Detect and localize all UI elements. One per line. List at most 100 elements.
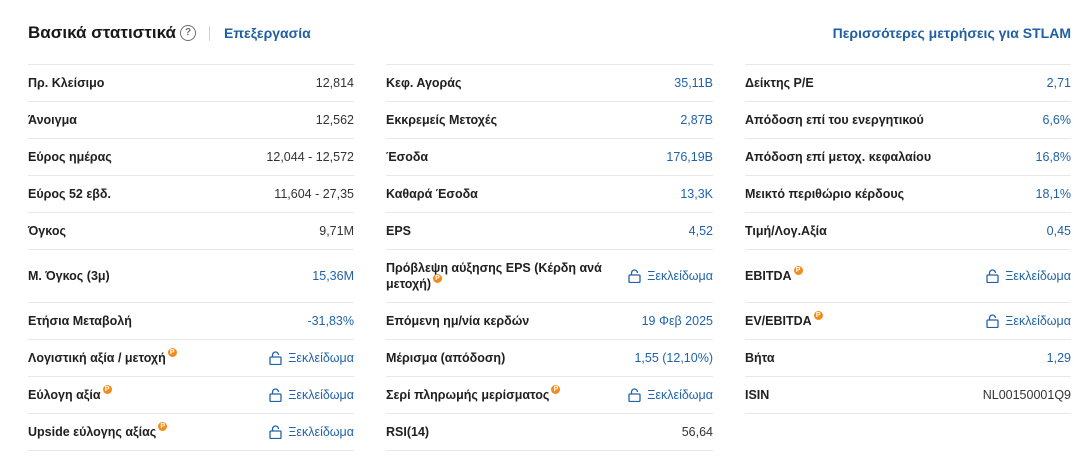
- stat-label-text: Λογιστική αξία / μετοχή: [28, 351, 166, 365]
- stat-row-roe: Απόδοση επί μετοχ. κεφαλαίου 16,8%: [745, 139, 1071, 176]
- stat-label: Upside εύλογης αξίας P: [28, 422, 168, 440]
- stat-row-ebitda: EBITDA P Ξεκλείδωμα: [745, 250, 1071, 303]
- stat-label-text: EV/EBITDA: [745, 314, 812, 328]
- pro-badge-icon: P: [433, 274, 442, 283]
- stat-value: NL00150001Q9: [982, 388, 1071, 402]
- pro-badge-icon: P: [813, 311, 823, 320]
- section-title: Βασικά στατιστικά: [28, 23, 176, 42]
- stat-value[interactable]: 6,6%: [1042, 113, 1072, 127]
- stat-value[interactable]: 35,11B: [674, 76, 713, 90]
- unlock-button[interactable]: Ξεκλείδωμα: [986, 314, 1071, 328]
- stat-value[interactable]: 2,71: [1046, 76, 1071, 90]
- stat-label: Όγκος: [28, 224, 66, 238]
- stat-value[interactable]: 1,29: [1046, 351, 1071, 365]
- stat-label: Βήτα: [745, 351, 775, 365]
- stat-label: Ετήσια Μεταβολή: [28, 314, 132, 328]
- stat-label: Μ. Όγκος (3μ): [28, 269, 110, 283]
- stat-row-pe-ratio: Δείκτης P/E 2,71: [745, 65, 1071, 102]
- stat-value[interactable]: 16,8%: [1035, 150, 1071, 164]
- stat-value: 11,604 - 27,35: [274, 187, 354, 201]
- pro-badge-icon: P: [793, 266, 803, 275]
- stat-value[interactable]: 4,52: [688, 224, 713, 238]
- stat-label: Άνοιγμα: [28, 113, 77, 127]
- stat-label: Πρ. Κλείσιμο: [28, 76, 105, 90]
- stat-value: 56,64: [681, 425, 713, 439]
- unlock-button[interactable]: Ξεκλείδωμα: [628, 388, 713, 402]
- unlock-button[interactable]: Ξεκλείδωμα: [269, 425, 354, 439]
- stat-value: 9,71M: [319, 224, 354, 238]
- stat-row-fair-value-upside: Upside εύλογης αξίας P Ξεκλείδωμα: [28, 414, 354, 451]
- stat-value[interactable]: 19 Φεβ 2025: [641, 314, 713, 328]
- unlock-button[interactable]: Ξεκλείδωμα: [628, 269, 713, 283]
- stat-row-net-income: Καθαρά Έσοδα 13,3K: [386, 176, 713, 213]
- stat-label: Εκκρεμείς Μετοχές: [386, 113, 498, 127]
- stat-value: 12,814: [315, 76, 354, 90]
- stat-label: ISIN: [745, 388, 770, 402]
- stat-label: EV/EBITDA P: [745, 311, 823, 329]
- key-statistics-header: Βασικά στατιστικά ? Επεξεργασία Περισσότ…: [28, 22, 1071, 46]
- unlock-label: Ξεκλείδωμα: [1005, 314, 1071, 328]
- stats-column-1: Πρ. Κλείσιμο 12,814 Άνοιγμα 12,562 Εύρος…: [28, 64, 354, 451]
- stat-label-text: Upside εύλογης αξίας: [28, 425, 157, 439]
- stat-label: Πρόβλεψη αύξησης EPS (Κέρδη ανά μετοχή) P: [386, 260, 608, 292]
- stat-row-avg-volume: Μ. Όγκος (3μ) 15,36M: [28, 250, 354, 303]
- stat-row-52wk-range: Εύρος 52 εβδ. 11,604 - 27,35: [28, 176, 354, 213]
- stat-value[interactable]: 176,19B: [666, 150, 713, 164]
- help-icon[interactable]: ?: [180, 25, 196, 41]
- stat-label: Δείκτης P/E: [745, 76, 814, 90]
- stat-value: 12,044 - 12,572: [266, 150, 354, 164]
- stat-row-roa: Απόδοση επί του ενεργητικού 6,6%: [745, 102, 1071, 139]
- stat-value[interactable]: 0,45: [1046, 224, 1071, 238]
- stat-label: Εύλογη αξία P: [28, 385, 112, 403]
- unlock-icon: [269, 351, 282, 365]
- stat-label: Μεικτό περιθώριο κέρδους: [745, 187, 905, 201]
- stat-value[interactable]: 2,87B: [680, 113, 713, 127]
- stat-label: Απόδοση επί του ενεργητικού: [745, 113, 924, 127]
- stat-row-shares-outstanding: Εκκρεμείς Μετοχές 2,87B: [386, 102, 713, 139]
- stat-label-text: Πρόβλεψη αύξησης EPS (Κέρδη ανά μετοχή): [386, 261, 602, 291]
- stat-label: Μέρισμα (απόδοση): [386, 351, 506, 365]
- pro-badge-icon: P: [167, 348, 177, 357]
- stat-value[interactable]: -31,83%: [307, 314, 354, 328]
- stat-value[interactable]: 15,36M: [312, 269, 354, 283]
- stat-value[interactable]: 1,55 (12,10%): [634, 351, 713, 365]
- stats-column-2: Κεφ. Αγοράς 35,11B Εκκρεμείς Μετοχές 2,8…: [386, 64, 713, 451]
- stat-label: Τιμή/Λογ.Αξία: [745, 224, 827, 238]
- stat-row-volume: Όγκος 9,71M: [28, 213, 354, 250]
- unlock-label: Ξεκλείδωμα: [647, 269, 713, 283]
- stat-row-day-range: Εύρος ημέρας 12,044 - 12,572: [28, 139, 354, 176]
- stat-row-beta: Βήτα 1,29: [745, 340, 1071, 377]
- unlock-icon: [269, 425, 282, 439]
- unlock-icon: [628, 388, 641, 402]
- stat-label-text: Σερί πληρωμής μερίσματος: [386, 388, 550, 402]
- stat-row-price-book: Τιμή/Λογ.Αξία 0,45: [745, 213, 1071, 250]
- stat-row-isin: ISIN NL00150001Q9: [745, 377, 1071, 414]
- stat-label: RSI(14): [386, 425, 430, 439]
- more-metrics-link[interactable]: Περισσότερες μετρήσεις για STLAM: [832, 25, 1071, 41]
- stat-row-dividend: Μέρισμα (απόδοση) 1,55 (12,10%): [386, 340, 713, 377]
- unlock-button[interactable]: Ξεκλείδωμα: [986, 269, 1071, 283]
- stat-value[interactable]: 13,3K: [680, 187, 713, 201]
- edit-link[interactable]: Επεξεργασία: [224, 25, 311, 41]
- stat-row-next-earnings: Επόμενη ημ/νία κερδών 19 Φεβ 2025: [386, 303, 713, 340]
- unlock-icon: [269, 388, 282, 402]
- unlock-icon: [628, 269, 641, 283]
- unlock-button[interactable]: Ξεκλείδωμα: [269, 388, 354, 402]
- pro-badge-icon: P: [158, 422, 168, 431]
- stat-label: EPS: [386, 224, 412, 238]
- unlock-label: Ξεκλείδωμα: [1005, 269, 1071, 283]
- unlock-button[interactable]: Ξεκλείδωμα: [269, 351, 354, 365]
- unlock-label: Ξεκλείδωμα: [647, 388, 713, 402]
- stat-row-market-cap: Κεφ. Αγοράς 35,11B: [386, 65, 713, 102]
- unlock-label: Ξεκλείδωμα: [288, 351, 354, 365]
- stat-row-eps: EPS 4,52: [386, 213, 713, 250]
- stat-row-1yr-change: Ετήσια Μεταβολή -31,83%: [28, 303, 354, 340]
- unlock-icon: [986, 269, 999, 283]
- stat-row-open: Άνοιγμα 12,562: [28, 102, 354, 139]
- pro-badge-icon: P: [102, 385, 112, 394]
- stat-row-rsi: RSI(14) 56,64: [386, 414, 713, 451]
- stat-label: Επόμενη ημ/νία κερδών: [386, 314, 530, 328]
- stat-row-revenue: Έσοδα 176,19B: [386, 139, 713, 176]
- stat-value[interactable]: 18,1%: [1035, 187, 1071, 201]
- stat-row-prev-close: Πρ. Κλείσιμο 12,814: [28, 65, 354, 102]
